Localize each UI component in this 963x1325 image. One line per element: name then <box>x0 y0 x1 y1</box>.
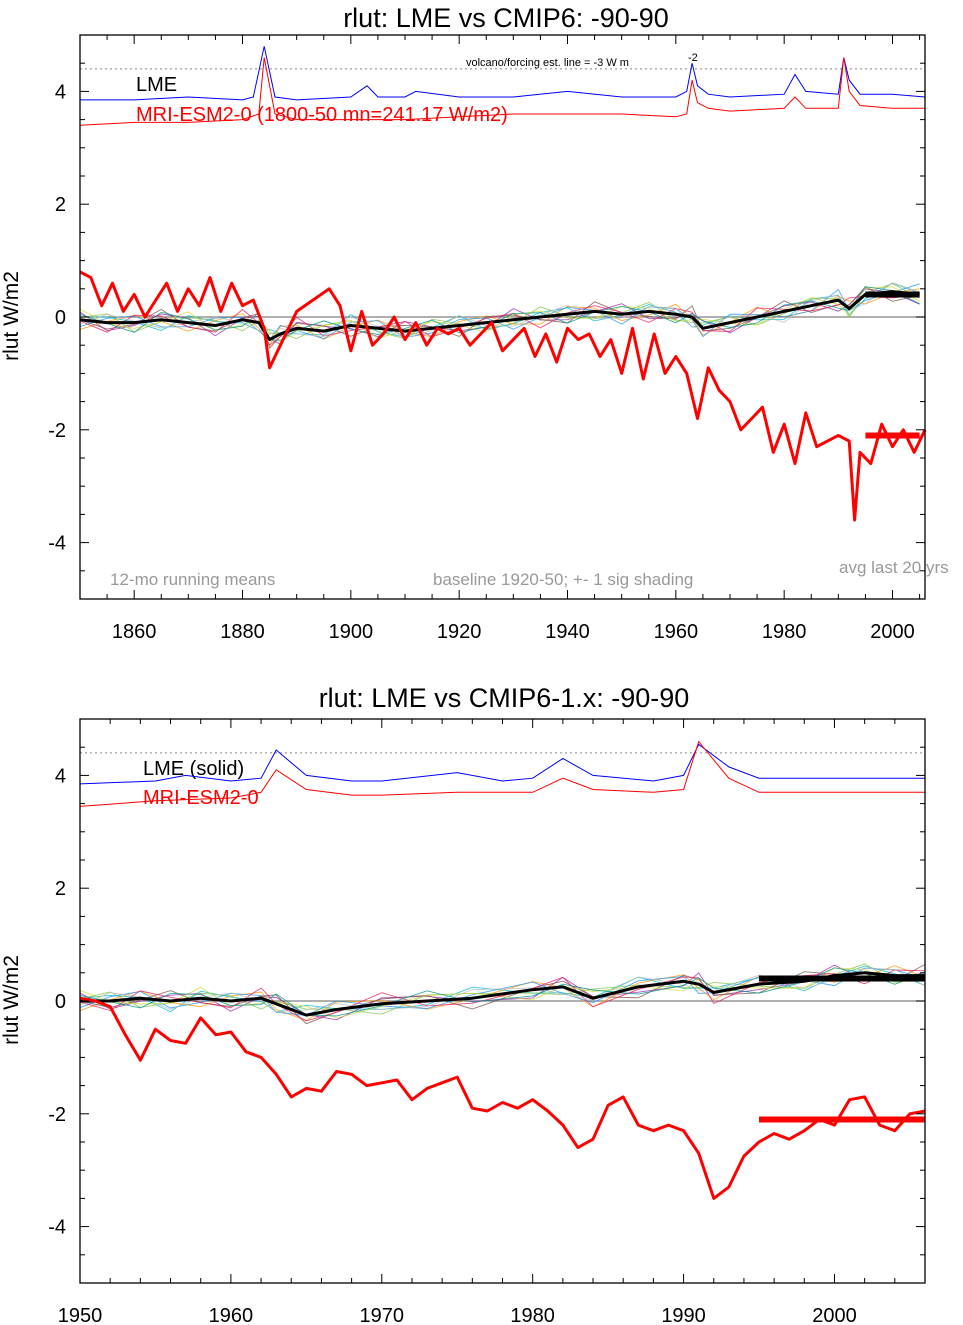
inset-series-line <box>79 57 925 126</box>
x-tick-label: 2000 <box>812 1305 857 1325</box>
y-tick-label: -2 <box>48 1104 66 1126</box>
y-tick-label: 2 <box>55 878 66 900</box>
y-tick-label: 4 <box>55 765 66 787</box>
y-tick-label: 4 <box>55 81 66 103</box>
x-tick-label: 1860 <box>112 621 157 643</box>
x-tick-label: 1950 <box>58 1305 103 1325</box>
inset-series-line <box>79 743 925 785</box>
y-tick-label: -4 <box>48 533 66 555</box>
x-tick-label: 1990 <box>661 1305 706 1325</box>
inset-series-line <box>80 46 926 101</box>
ensemble-member-line <box>79 967 926 1017</box>
annotation-baseline: baseline 1920-50; +- 1 sig shading <box>433 570 693 589</box>
x-tick-label: 1980 <box>762 621 807 643</box>
legend-entry-lme: LME <box>136 74 177 96</box>
series-line-mri-esm2-0 <box>79 996 926 1200</box>
legend-entry-mri: MRI-ESM2-0 <box>143 787 259 809</box>
series-line-mri-esm2-0 <box>79 270 927 522</box>
ensemble-member-line <box>79 286 920 341</box>
annotation-running-means: 12-mo running means <box>110 570 275 589</box>
x-tick-label: 1970 <box>360 1305 405 1325</box>
x-tick-label: 1980 <box>510 1305 555 1325</box>
x-tick-label: 1940 <box>545 621 590 643</box>
chart-title: rlut: LME vs CMIP6-1.x: -90-90 <box>319 683 690 713</box>
bottom-chart-panel: rlut: LME vs CMIP6-1.x: -90-90 rlut W/m2… <box>0 683 926 1325</box>
y-tick-label: 2 <box>55 194 66 216</box>
y-tick-label: 0 <box>55 991 66 1013</box>
ensemble-member-line <box>79 967 926 1019</box>
inset-series-line <box>79 740 925 807</box>
x-tick-label: 1900 <box>329 621 374 643</box>
x-tick-label: 1960 <box>209 1305 254 1325</box>
annotation-last-20-yrs: avg last 20 yrs <box>839 558 949 577</box>
x-tick-label: 1880 <box>220 621 265 643</box>
legend-entry-lme: LME (solid) <box>143 758 244 780</box>
series-line-lme <box>80 971 925 1017</box>
y-tick-label: -2 <box>48 420 66 442</box>
x-tick-label: 1960 <box>654 621 699 643</box>
y-tick-label: -4 <box>48 1217 66 1239</box>
top-chart-panel: rlut: LME vs CMIP6: -90-90 rlut W/m2 vol… <box>0 3 949 643</box>
y-axis-label: rlut W/m2 <box>0 955 23 1045</box>
volcano-annotation: volcano/forcing est. line = -3 W m <box>466 57 629 69</box>
y-tick-label: 0 <box>55 307 66 329</box>
y-axis-label: rlut W/m2 <box>0 271 23 361</box>
ensemble-member-line <box>79 286 920 343</box>
series-line-lme <box>79 290 920 342</box>
volcano-annotation-superscript: -2 <box>688 52 698 64</box>
ensemble-member-line <box>79 967 926 1016</box>
x-tick-label: 2000 <box>870 621 915 643</box>
x-tick-label: 1920 <box>437 621 482 643</box>
chart-title: rlut: LME vs CMIP6: -90-90 <box>343 3 669 33</box>
